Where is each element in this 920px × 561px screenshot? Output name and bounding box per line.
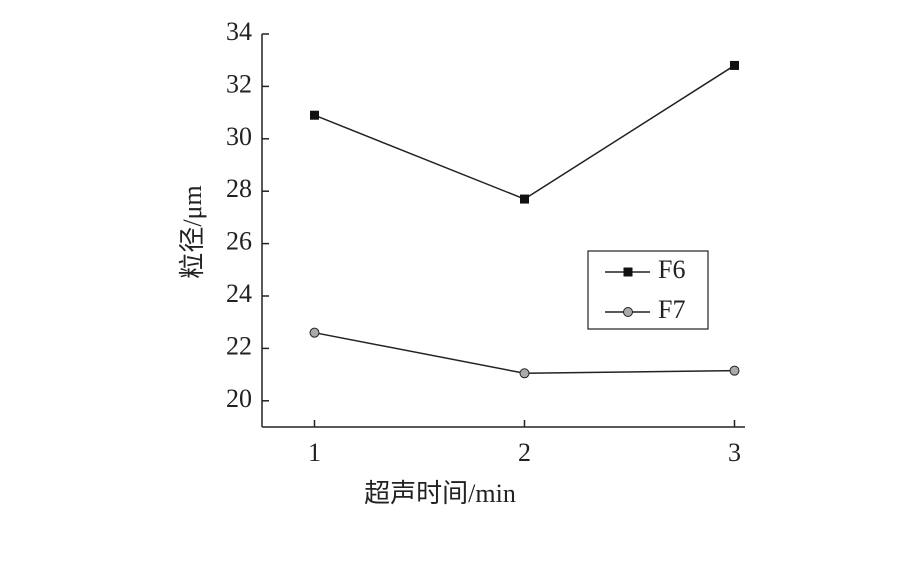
y-tick-label: 30: [226, 122, 252, 151]
y-axis-label: 粒径/μm: [178, 185, 207, 278]
x-tick-label: 3: [728, 438, 741, 467]
data-point: [310, 110, 319, 120]
y-tick-label: 28: [226, 174, 252, 203]
data-point: [519, 368, 530, 379]
data-point: [730, 60, 739, 70]
x-axis-label: 超声时间/min: [364, 479, 516, 508]
y-tick-label: 34: [226, 17, 252, 46]
x-tick-label: 1: [308, 438, 321, 467]
y-tick-label: 22: [226, 331, 252, 360]
data-point: [520, 194, 529, 204]
legend-label: F7: [658, 295, 685, 324]
legend-label: F6: [658, 255, 685, 284]
legend-marker: [623, 267, 633, 277]
y-tick-label: 20: [226, 384, 252, 413]
y-tick-label: 32: [226, 69, 252, 98]
series-line: [314, 64, 735, 200]
y-tick-label: 24: [226, 279, 252, 308]
data-point: [309, 327, 320, 338]
x-tick-label: 2: [518, 438, 531, 467]
legend-box: [587, 250, 709, 330]
y-tick-label: 26: [226, 227, 252, 256]
legend-marker: [623, 307, 633, 317]
series-line: [314, 331, 735, 375]
data-point: [729, 365, 740, 376]
